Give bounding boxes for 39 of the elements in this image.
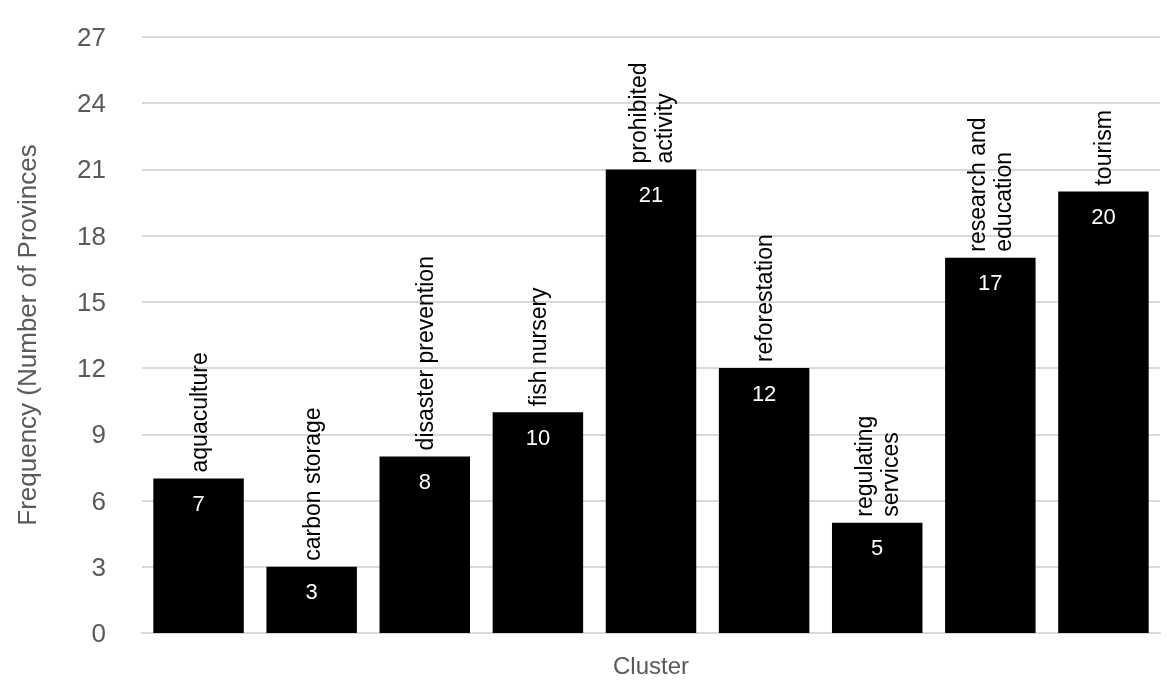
data-label: 20 [1091,204,1116,230]
x-tick-label: reforestation [751,234,778,363]
data-label: 5 [871,535,884,561]
x-tick-label: regulating services [851,415,904,517]
y-tick-label: 21 [77,154,106,185]
x-axis-title: Cluster [612,651,690,679]
data-label: 21 [638,181,664,207]
bar [831,522,923,633]
x-tick-label: carbon storage [298,407,325,561]
bar [153,478,244,633]
y-tick-label: 3 [91,551,106,582]
data-label: 12 [751,380,777,406]
x-tick-label: research and education [964,117,1017,252]
x-tick-label: disaster prevention [411,256,438,451]
y-tick-label: 15 [77,286,106,317]
bar [266,566,357,633]
y-tick-label: 27 [77,22,106,52]
bar [718,368,810,633]
bar [1058,191,1149,633]
x-tick-label: fish nursery [524,286,551,407]
x-tick-label: aquaculture [185,352,212,473]
data-label: 8 [418,468,431,494]
x-tick-label: tourism [1090,110,1117,186]
bar [379,456,471,633]
data-label: 7 [192,490,205,516]
y-axis-title: Frequency (Number of Provinces [12,144,42,526]
data-label: 10 [525,424,551,450]
y-tick-label: 18 [77,220,106,251]
y-tick-label: 6 [91,485,106,516]
bar [605,169,697,633]
y-tick-label: 12 [77,353,106,384]
data-label: 3 [305,579,318,605]
y-tick-label: 24 [77,88,106,119]
y-tick-label: 9 [91,419,106,450]
x-tick-label: prohibited activity [625,62,677,164]
y-tick-label: 0 [91,618,106,648]
bar [492,412,584,633]
data-label: 17 [978,270,1003,296]
bar [945,257,1036,633]
